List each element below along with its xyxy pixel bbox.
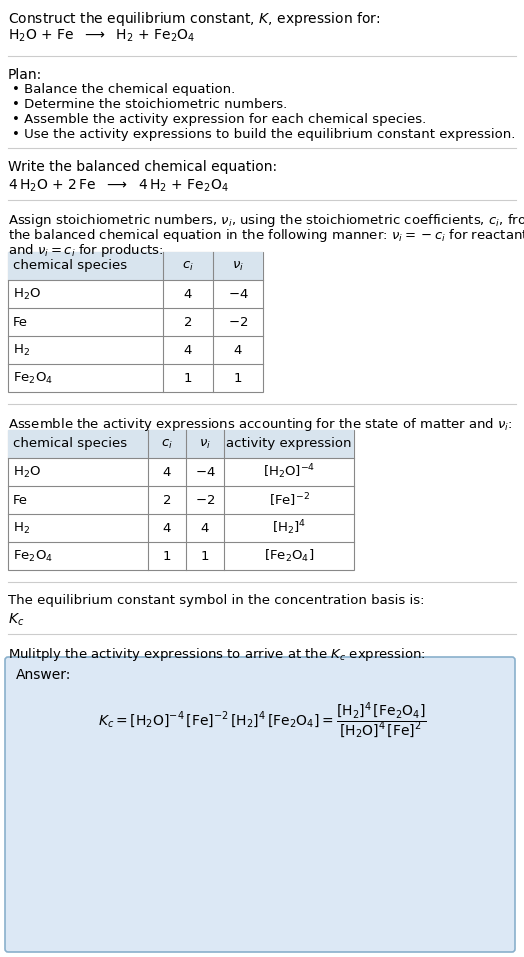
Text: Mulitply the activity expressions to arrive at the $K_c$ expression:: Mulitply the activity expressions to arr…: [8, 646, 426, 663]
Text: 1: 1: [163, 549, 171, 563]
Text: 4: 4: [184, 287, 192, 300]
Text: 4: 4: [184, 344, 192, 357]
Text: the balanced chemical equation in the following manner: $\nu_i = -c_i$ for react: the balanced chemical equation in the fo…: [8, 227, 524, 244]
Text: 4: 4: [163, 522, 171, 535]
Text: $[\mathrm{H_2}]^{4}$: $[\mathrm{H_2}]^{4}$: [272, 519, 306, 537]
Bar: [8, 252, 263, 280]
Text: 2: 2: [163, 494, 171, 506]
Text: $[\mathrm{Fe}]^{-2}$: $[\mathrm{Fe}]^{-2}$: [268, 491, 310, 509]
Text: $\mathrm{H_2}$: $\mathrm{H_2}$: [13, 343, 30, 358]
Text: 4: 4: [163, 465, 171, 478]
Text: $\mathrm{Fe_2O_4}$: $\mathrm{Fe_2O_4}$: [13, 548, 53, 564]
Bar: [8, 430, 354, 458]
Text: Write the balanced chemical equation:: Write the balanced chemical equation:: [8, 160, 277, 174]
Text: 4: 4: [234, 344, 242, 357]
Text: Fe: Fe: [13, 316, 28, 328]
Text: activity expression: activity expression: [226, 437, 352, 451]
Text: The equilibrium constant symbol in the concentration basis is:: The equilibrium constant symbol in the c…: [8, 594, 424, 607]
Bar: [8, 430, 354, 570]
Text: 1: 1: [201, 549, 209, 563]
Text: $K_c$: $K_c$: [8, 612, 24, 629]
Text: Construct the equilibrium constant, $K$, expression for:: Construct the equilibrium constant, $K$,…: [8, 10, 380, 28]
Text: $-4$: $-4$: [194, 465, 215, 478]
Text: $\nu_i$: $\nu_i$: [199, 437, 211, 451]
Bar: [8, 252, 263, 392]
Text: $\mathrm{H_2O}$ + Fe  $\longrightarrow$  $\mathrm{H_2}$ + $\mathrm{Fe_2O_4}$: $\mathrm{H_2O}$ + Fe $\longrightarrow$ $…: [8, 28, 195, 44]
Text: $\nu_i$: $\nu_i$: [232, 259, 244, 273]
Text: Assemble the activity expressions accounting for the state of matter and $\nu_i$: Assemble the activity expressions accoun…: [8, 416, 512, 433]
Text: $\mathrm{H_2}$: $\mathrm{H_2}$: [13, 521, 30, 536]
Text: $\mathrm{Fe_2O_4}$: $\mathrm{Fe_2O_4}$: [13, 370, 53, 386]
Text: $[\mathrm{H_2O}]^{-4}$: $[\mathrm{H_2O}]^{-4}$: [263, 462, 315, 481]
Text: $-2$: $-2$: [228, 316, 248, 328]
Text: $4\,\mathrm{H_2O}$ + $2\,\mathrm{Fe}$  $\longrightarrow$  $4\,\mathrm{H_2}$ + $\: $4\,\mathrm{H_2O}$ + $2\,\mathrm{Fe}$ $\…: [8, 178, 228, 194]
Text: Fe: Fe: [13, 494, 28, 506]
Text: Plan:: Plan:: [8, 68, 42, 82]
Text: $c_i$: $c_i$: [182, 259, 194, 273]
Text: 4: 4: [201, 522, 209, 535]
Text: • Determine the stoichiometric numbers.: • Determine the stoichiometric numbers.: [12, 98, 287, 111]
Text: chemical species: chemical species: [13, 259, 127, 273]
Text: 1: 1: [184, 371, 192, 385]
Text: $-4$: $-4$: [227, 287, 248, 300]
Text: • Balance the chemical equation.: • Balance the chemical equation.: [12, 83, 235, 96]
Text: $-2$: $-2$: [195, 494, 215, 506]
Text: 1: 1: [234, 371, 242, 385]
Text: $c_i$: $c_i$: [161, 437, 173, 451]
Text: • Assemble the activity expression for each chemical species.: • Assemble the activity expression for e…: [12, 113, 426, 126]
Text: $[\mathrm{Fe_2O_4}]$: $[\mathrm{Fe_2O_4}]$: [264, 548, 314, 564]
Text: $\mathrm{H_2O}$: $\mathrm{H_2O}$: [13, 464, 41, 479]
Text: chemical species: chemical species: [13, 437, 127, 451]
Text: $\mathrm{H_2O}$: $\mathrm{H_2O}$: [13, 286, 41, 301]
Text: • Use the activity expressions to build the equilibrium constant expression.: • Use the activity expressions to build …: [12, 128, 516, 141]
FancyBboxPatch shape: [5, 657, 515, 952]
Text: 2: 2: [184, 316, 192, 328]
Text: and $\nu_i = c_i$ for products:: and $\nu_i = c_i$ for products:: [8, 242, 163, 259]
Text: Assign stoichiometric numbers, $\nu_i$, using the stoichiometric coefficients, $: Assign stoichiometric numbers, $\nu_i$, …: [8, 212, 524, 229]
Text: $K_c = [\mathrm{H_2O}]^{-4}\,[\mathrm{Fe}]^{-2}\,[\mathrm{H_2}]^{4}\,[\mathrm{Fe: $K_c = [\mathrm{H_2O}]^{-4}\,[\mathrm{Fe…: [97, 701, 427, 741]
Text: Answer:: Answer:: [16, 668, 71, 682]
